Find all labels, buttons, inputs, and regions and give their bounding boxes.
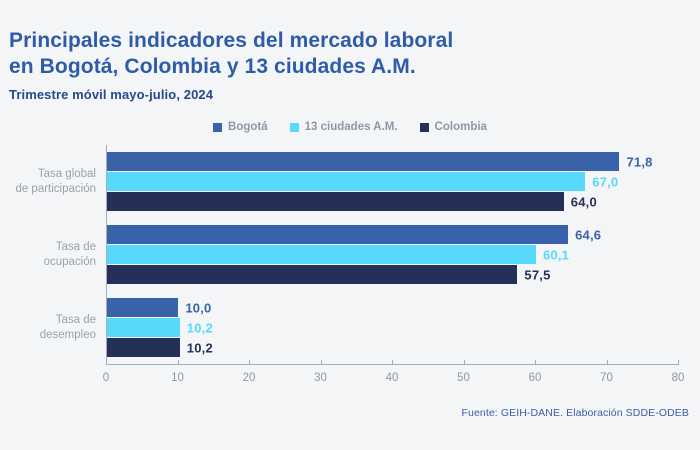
x-axis-tick-label: 30 bbox=[314, 372, 327, 384]
bar-row: 10,2 bbox=[107, 338, 678, 358]
x-axis-tick bbox=[177, 360, 179, 365]
bar-row: 64,0 bbox=[107, 192, 678, 212]
value-label: 57,5 bbox=[524, 267, 551, 282]
x-axis-tick bbox=[535, 360, 536, 365]
x-axis-tick-label: 10 bbox=[171, 372, 184, 384]
legend: Bogotá 13 ciudades A.M. Colombia bbox=[0, 121, 700, 133]
value-label: 10,2 bbox=[186, 340, 213, 355]
category-label-line: Tasa global bbox=[37, 167, 96, 180]
category-label: Tasa de desempleo bbox=[0, 292, 96, 365]
value-label: 71,8 bbox=[626, 154, 653, 169]
bar-group: 10,0 10,2 10,2 bbox=[107, 291, 678, 364]
bar bbox=[107, 298, 179, 317]
bar bbox=[107, 265, 518, 284]
x-axis-tick-label: 80 bbox=[671, 372, 685, 384]
bar bbox=[107, 318, 180, 337]
bar-group: 71,8 67,0 64,0 bbox=[107, 145, 678, 218]
x-axis-tick-label: 20 bbox=[242, 372, 256, 384]
bar bbox=[107, 225, 569, 244]
value-label: 60,1 bbox=[542, 247, 570, 262]
bar-row: 10,2 bbox=[107, 318, 678, 338]
x-axis-tick bbox=[106, 360, 107, 365]
x-axis-tick bbox=[463, 360, 465, 365]
x-axis-tick bbox=[392, 360, 393, 365]
bar-row: 64,6 bbox=[107, 225, 678, 245]
category-label: Tasa global de participación bbox=[0, 145, 96, 218]
legend-swatch bbox=[213, 122, 223, 132]
x-axis-tick bbox=[606, 360, 608, 365]
value-label: 10,2 bbox=[186, 320, 213, 335]
x-axis-tick-label: 50 bbox=[457, 372, 470, 384]
x-axis-tick-label: 60 bbox=[528, 372, 542, 384]
category-label-line: ocupación bbox=[43, 255, 96, 268]
bar-group: 64,6 60,1 57,5 bbox=[107, 218, 678, 291]
value-label: 67,0 bbox=[592, 174, 619, 189]
bar-row: 60,1 bbox=[107, 245, 678, 265]
bar-row: 57,5 bbox=[107, 265, 678, 285]
x-axis: 0 10 20 30 40 50 60 70 80 bbox=[102, 360, 684, 391]
category-label: Tasa de ocupación bbox=[0, 218, 96, 291]
x-axis-tick-label: 70 bbox=[600, 372, 613, 384]
bar-row: 10,0 bbox=[107, 298, 678, 318]
x-axis-tick bbox=[249, 360, 250, 365]
legend-label: Colombia bbox=[434, 121, 487, 133]
chart-subtitle: Trimestre móvil mayo-julio, 2024 bbox=[9, 87, 214, 102]
x-axis-tick bbox=[320, 360, 322, 365]
bar bbox=[107, 192, 564, 211]
chart-header: Principales indicadores del mercado labo… bbox=[9, 28, 453, 102]
legend-item: Colombia bbox=[419, 121, 487, 133]
chart-title: Principales indicadores del mercado labo… bbox=[9, 28, 453, 80]
category-label-line: Tasa de bbox=[55, 314, 96, 327]
x-axis-tick-label: 0 bbox=[102, 372, 110, 384]
category-label-line: de participación bbox=[15, 182, 96, 195]
bar-row: 67,0 bbox=[107, 172, 678, 192]
legend-item: 13 ciudades A.M. bbox=[289, 121, 398, 133]
bar bbox=[107, 338, 180, 357]
plot-area: 71,8 67,0 64,0 64,6 60,1 57,5 10,0 10,2 10,2 bbox=[106, 145, 678, 365]
x-axis-tick-label: 40 bbox=[385, 372, 399, 384]
value-label: 64,6 bbox=[575, 227, 602, 242]
legend-label: Bogotá bbox=[228, 121, 268, 133]
value-label: 10,0 bbox=[185, 300, 212, 315]
legend-item: Bogotá bbox=[213, 121, 268, 133]
legend-label: 13 ciudades A.M. bbox=[304, 121, 398, 133]
x-axis-tick bbox=[678, 360, 679, 365]
category-label-line: desempleo bbox=[39, 329, 96, 342]
category-column: Tasa global de participación Tasa de ocupac… bbox=[0, 145, 96, 365]
value-label: 64,0 bbox=[570, 194, 597, 209]
bar bbox=[107, 152, 620, 171]
legend-swatch bbox=[289, 122, 299, 132]
bar bbox=[107, 245, 536, 264]
chart-title-line2: en Bogotá, Colombia y 13 ciudades A.M. bbox=[9, 55, 416, 78]
bar bbox=[107, 172, 586, 191]
category-label-line: Tasa de bbox=[55, 240, 96, 253]
chart-title-line1: Principales indicadores del mercado labo… bbox=[9, 29, 454, 52]
source-note: Fuente: GEIH-DANE. Elaboración SDDE-ODEB bbox=[461, 407, 689, 419]
legend-swatch bbox=[419, 122, 429, 132]
bar-row: 71,8 bbox=[107, 152, 678, 172]
